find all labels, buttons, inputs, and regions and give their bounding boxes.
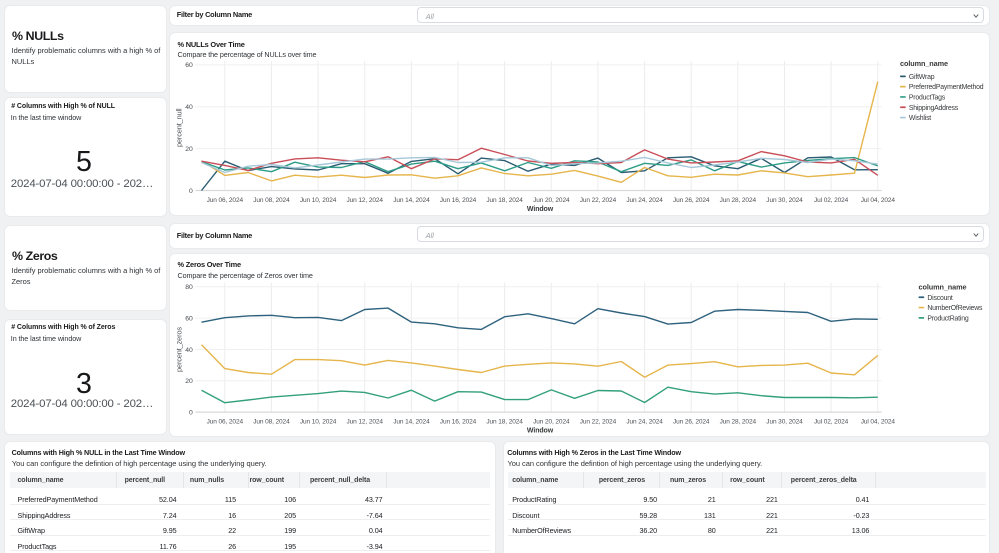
svg-text:Jun 16, 2024: Jun 16, 2024 [440,418,477,425]
svg-text:Jun 18, 2024: Jun 18, 2024 [486,418,523,425]
svg-text:Jun 28, 2024: Jun 28, 2024 [720,418,757,425]
svg-text:ProductTags: ProductTags [909,95,946,102]
svg-text:Jul 02, 2024: Jul 02, 2024 [814,197,849,204]
svg-text:Jun 06, 2024: Jun 06, 2024 [207,197,244,204]
svg-text:20: 20 [185,378,193,385]
svg-text:Jun 22, 2024: Jun 22, 2024 [580,197,617,204]
svg-text:Jun 14, 2024: Jun 14, 2024 [393,418,430,425]
svg-text:Window: Window [527,206,554,213]
svg-text:Jun 12, 2024: Jun 12, 2024 [347,197,384,204]
svg-text:Jun 10, 2024: Jun 10, 2024 [300,197,337,204]
svg-text:Jun 10, 2024: Jun 10, 2024 [300,418,337,425]
svg-text:Jun 20, 2024: Jun 20, 2024 [533,418,570,425]
svg-text:60: 60 [185,63,193,70]
svg-text:Jun 30, 2024: Jun 30, 2024 [766,197,803,204]
svg-text:GiftWrap: GiftWrap [909,74,935,81]
svg-text:20: 20 [185,146,193,153]
svg-text:percent_null: percent_null [175,108,184,147]
svg-text:Jul 02, 2024: Jul 02, 2024 [814,418,849,425]
svg-text:0: 0 [189,409,193,416]
svg-text:0: 0 [189,188,193,195]
svg-text:Discount: Discount [927,295,952,302]
svg-text:Jun 22, 2024: Jun 22, 2024 [580,418,617,425]
svg-text:Jun 30, 2024: Jun 30, 2024 [766,418,803,425]
svg-text:column_name: column_name [919,283,967,292]
svg-text:percent_zeros: percent_zeros [175,327,184,372]
svg-text:Jul 04, 2024: Jul 04, 2024 [861,418,896,425]
svg-text:Jun 16, 2024: Jun 16, 2024 [440,197,477,204]
svg-text:60: 60 [185,315,193,322]
svg-text:ShippingAddress: ShippingAddress [909,105,959,112]
svg-text:Jun 26, 2024: Jun 26, 2024 [673,197,710,204]
svg-text:Jun 20, 2024: Jun 20, 2024 [533,197,570,204]
svg-text:Jul 04, 2024: Jul 04, 2024 [861,197,896,204]
svg-text:Jun 28, 2024: Jun 28, 2024 [720,197,757,204]
svg-text:Jun 08, 2024: Jun 08, 2024 [253,418,290,425]
svg-text:Jun 08, 2024: Jun 08, 2024 [253,197,290,204]
svg-text:40: 40 [185,104,193,111]
svg-text:80: 80 [185,284,193,291]
svg-text:Jun 24, 2024: Jun 24, 2024 [626,197,663,204]
svg-text:Jun 26, 2024: Jun 26, 2024 [673,418,710,425]
svg-text:Window: Window [527,428,554,435]
svg-text:Jun 14, 2024: Jun 14, 2024 [393,197,430,204]
svg-text:PreferredPaymentMethod: PreferredPaymentMethod [909,85,984,92]
svg-text:NumberOfReviews: NumberOfReviews [927,305,983,312]
svg-text:Wishlist: Wishlist [909,115,931,122]
svg-text:Jun 18, 2024: Jun 18, 2024 [486,197,523,204]
svg-text:Jun 06, 2024: Jun 06, 2024 [207,418,244,425]
svg-text:Jun 24, 2024: Jun 24, 2024 [626,418,663,425]
svg-text:Jun 12, 2024: Jun 12, 2024 [347,418,384,425]
svg-text:ProductRating: ProductRating [927,315,968,322]
svg-text:column_name: column_name [900,59,948,68]
svg-text:40: 40 [185,347,193,354]
